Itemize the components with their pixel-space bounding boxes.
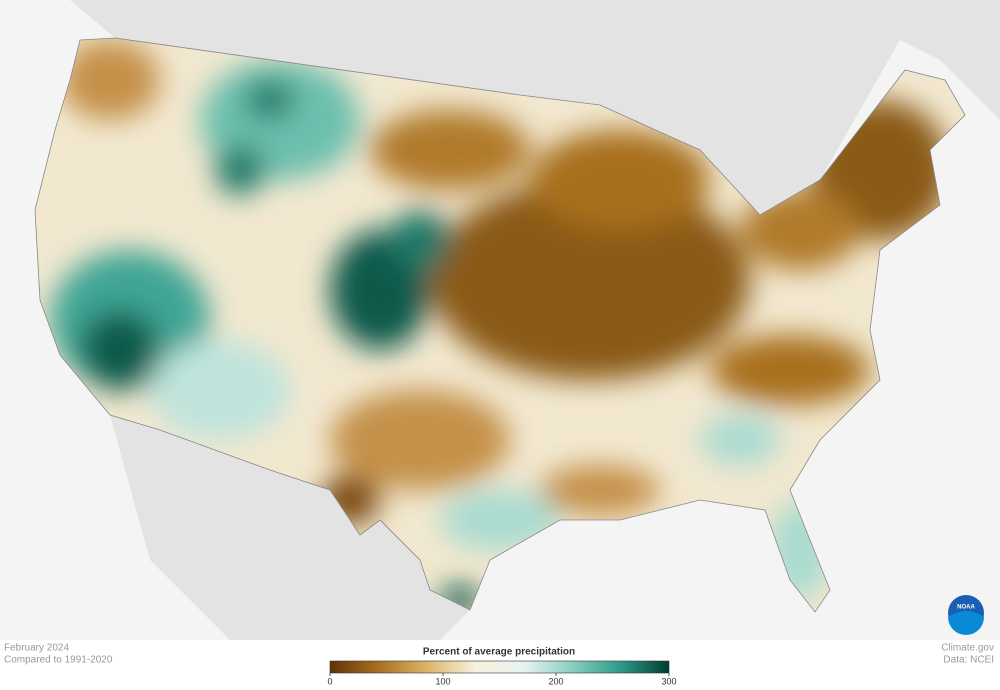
mexico: [110, 415, 470, 640]
legend-tick-label: 0: [327, 676, 332, 686]
data-credit: Data: NCEI: [943, 655, 994, 666]
legend-bar: [329, 660, 670, 674]
legend-tick-label: 100: [435, 676, 450, 686]
date: February 2024: [4, 643, 69, 654]
legend-tick-label: 200: [548, 676, 563, 686]
canada: [60, 0, 1000, 215]
us-outline: [34, 37, 966, 613]
legend-tick-label: 300: [661, 676, 676, 686]
logo-text: NOAA: [957, 605, 975, 611]
source: Climate.gov: [941, 643, 994, 654]
baseline: Compared to 1991-2020: [4, 655, 113, 666]
legend-title: Percent of average precipitation: [423, 647, 575, 658]
logo-wave: [948, 611, 984, 635]
